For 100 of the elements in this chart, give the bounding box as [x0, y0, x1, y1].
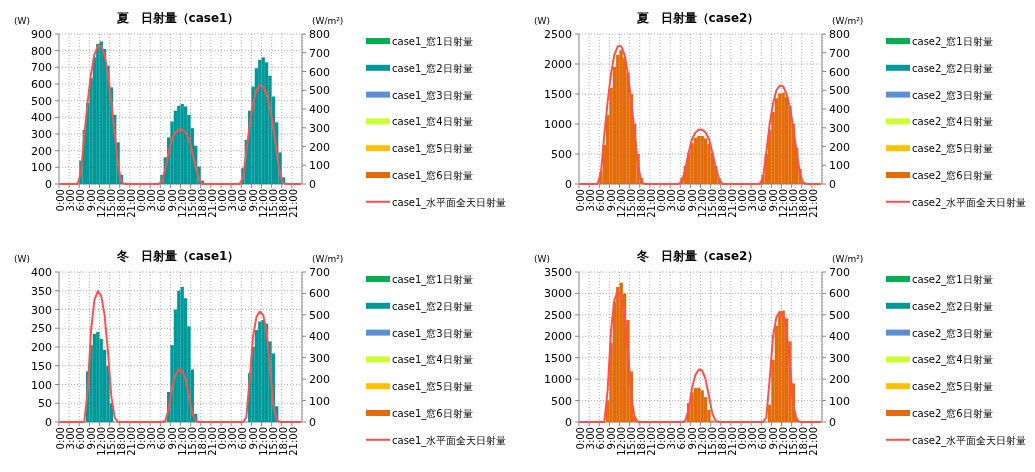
legend-label: case2_窓3日射量 — [912, 327, 993, 340]
y2-tick-label: 800 — [829, 28, 850, 41]
x-tick-label: 9:00 — [605, 189, 617, 212]
x-tick-label: 9:00 — [686, 189, 698, 212]
x-tick-label: 18:00 — [277, 189, 289, 218]
y2-tick-label: 500 — [309, 308, 330, 322]
x-tick-label: 21:00 — [126, 189, 138, 218]
x-tick-label: 3:00 — [666, 189, 678, 212]
y-tick-label: 1000 — [544, 118, 572, 131]
y-tick-label: 0 — [565, 178, 572, 191]
x-tick-label: 6:00 — [676, 189, 688, 212]
x-tick-label: 21:00 — [288, 189, 300, 218]
y-tick-label: 200 — [31, 144, 52, 158]
y2-tick-label: 300 — [829, 351, 850, 365]
x-tick-label: 12:00 — [696, 427, 708, 456]
x-tick-label: 12:00 — [257, 189, 269, 218]
x-tick-label: 18:00 — [277, 427, 289, 456]
y-tick-label: 700 — [31, 61, 52, 75]
x-tick-label: 18:00 — [115, 427, 127, 456]
y-tick-label: 100 — [31, 161, 52, 175]
x-tick-label: 3:00 — [146, 427, 158, 450]
x-tick-label: 18:00 — [635, 189, 647, 218]
y-tick-label: 250 — [31, 322, 52, 336]
x-tick-label: 12:00 — [696, 189, 708, 218]
x-tick-label: 9:00 — [85, 189, 97, 212]
y2-tick-label: 400 — [309, 103, 330, 116]
x-tick-label: 15:00 — [105, 427, 117, 456]
x-tick-label: 9:00 — [166, 189, 178, 212]
y-tick-label: 150 — [31, 359, 52, 373]
x-tick-label: 18:00 — [635, 427, 647, 456]
x-tick-label: 9:00 — [767, 427, 779, 450]
chart-title: 冬 日射量（case1） — [115, 249, 240, 263]
x-tick-label: 6:00 — [757, 427, 769, 450]
y-tick-label: 500 — [551, 148, 572, 161]
y-tick-label: 800 — [31, 44, 52, 58]
y-tick-label: 2500 — [544, 308, 572, 322]
legend-label: case2_窓2日射量 — [912, 300, 993, 313]
x-tick-label: 3:00 — [227, 189, 239, 212]
x-tick-label: 15:00 — [625, 427, 637, 456]
legend-label: case2_窓3日射量 — [912, 89, 993, 102]
x-tick-label: 3:00 — [227, 427, 239, 450]
y2-tick-label: 500 — [829, 84, 850, 98]
x-tick-label: 9:00 — [247, 189, 259, 212]
x-tick-label: 3:00 — [146, 189, 158, 212]
x-tick-label: 0:00 — [737, 189, 749, 212]
y-tick-label: 100 — [31, 378, 52, 392]
y-tick-label: 400 — [31, 266, 52, 279]
x-tick-label: 0:00 — [656, 189, 668, 212]
x-tick-label: 9:00 — [767, 189, 779, 212]
y2-tick-label: 400 — [829, 103, 850, 116]
legend-label: case2_窓5日射量 — [912, 381, 993, 394]
x-tick-label: 9:00 — [247, 427, 259, 450]
legend-label: case2_窓1日射量 — [912, 36, 993, 48]
y2-tick-label: 500 — [829, 308, 850, 322]
y2-tick-label: 600 — [829, 65, 850, 79]
x-tick-label: 18:00 — [797, 427, 809, 456]
y-tick-label: 500 — [31, 94, 52, 108]
y-tick-label: 1500 — [544, 88, 572, 101]
y-tick-label: 400 — [31, 111, 52, 125]
legend-label: case2_窓2日射量 — [912, 62, 993, 75]
x-tick-label: 3:00 — [65, 427, 77, 450]
chart-title: 冬 日射量（case2） — [635, 249, 760, 263]
x-tick-label: 15:00 — [267, 189, 279, 218]
x-tick-label: 0:00 — [656, 427, 668, 450]
y2-tick-label: 200 — [829, 140, 850, 154]
y-axis-title: (W) — [534, 16, 550, 26]
x-tick-label: 21:00 — [126, 427, 138, 456]
x-tick-label: 6:00 — [156, 427, 168, 450]
y-tick-label: 300 — [31, 128, 52, 141]
x-tick-label: 0:00 — [55, 427, 67, 450]
x-tick-label: 12:00 — [257, 427, 269, 456]
x-tick-label: 6:00 — [595, 427, 607, 450]
x-tick-label: 6:00 — [676, 427, 688, 450]
x-tick-label: 12:00 — [95, 427, 107, 456]
x-tick-label: 21:00 — [727, 427, 739, 456]
x-tick-label: 18:00 — [797, 189, 809, 218]
x-tick-label: 3:00 — [747, 427, 759, 450]
x-tick-label: 6:00 — [156, 189, 168, 212]
legend-label: case2_窓4日射量 — [912, 354, 993, 367]
legend-label: case2_窓6日射量 — [912, 170, 993, 182]
x-tick-label: 15:00 — [186, 189, 198, 218]
x-tick-label: 12:00 — [615, 189, 627, 218]
chart-title: 夏 日射量（case1） — [115, 11, 240, 25]
legend-label: case1_窓2日射量 — [392, 62, 473, 75]
x-tick-label: 0:00 — [575, 427, 587, 450]
y2-tick-label: 400 — [829, 330, 850, 344]
x-tick-label: 9:00 — [166, 427, 178, 450]
y2-tick-label: 300 — [309, 351, 330, 365]
y-tick-label: 2000 — [544, 58, 572, 71]
x-tick-label: 3:00 — [585, 427, 597, 450]
y2-axis-title: (W/m²) — [832, 254, 864, 264]
x-tick-label: 3:00 — [666, 427, 678, 450]
y-tick-label: 350 — [31, 284, 52, 298]
y2-tick-label: 600 — [829, 287, 850, 301]
legend-label: case1_窓1日射量 — [392, 36, 473, 48]
legend-label: case1_水平面全天日射量 — [392, 196, 507, 209]
y2-tick-label: 0 — [829, 416, 836, 429]
x-tick-label: 21:00 — [808, 427, 820, 456]
x-tick-label: 15:00 — [625, 189, 637, 218]
x-tick-label: 9:00 — [605, 427, 617, 450]
